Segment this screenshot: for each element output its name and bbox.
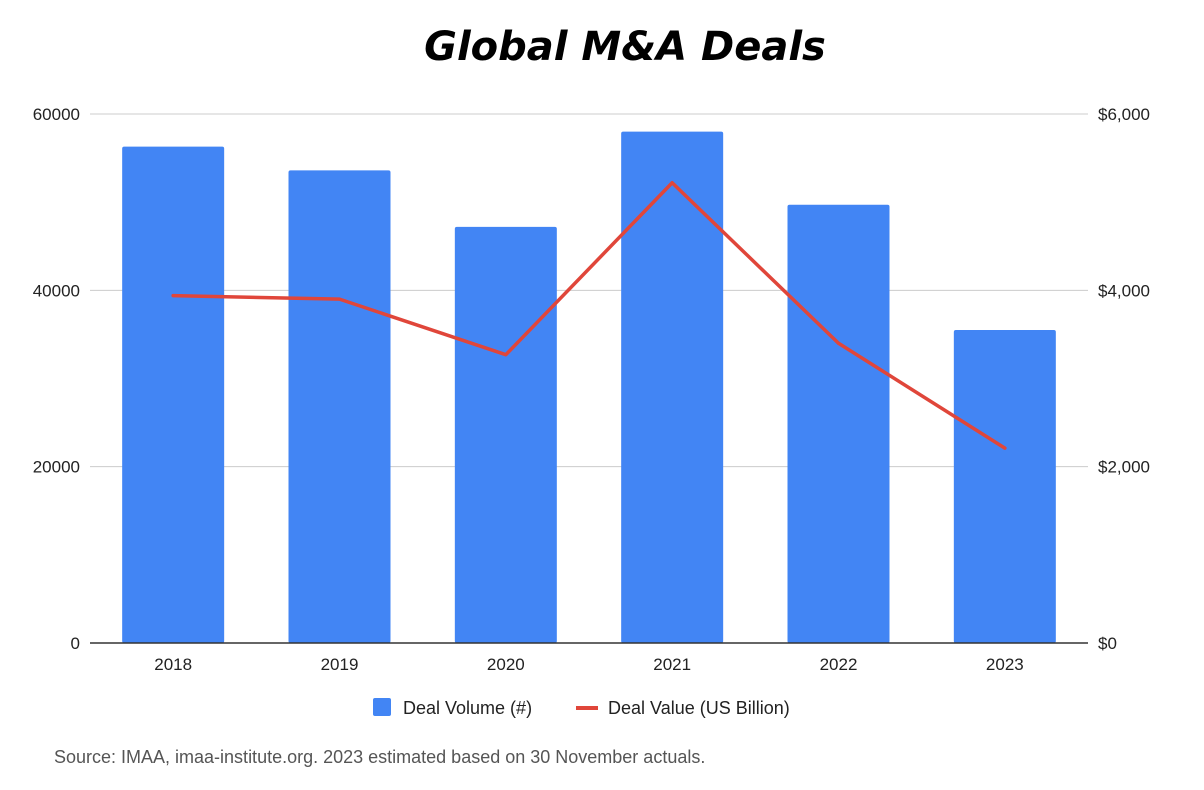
- deal-value-point-2019: [338, 297, 341, 301]
- bar-2021: [621, 131, 724, 643]
- bar-2018: [122, 146, 225, 643]
- bar-2022: [787, 204, 890, 644]
- y-right-tick-label: $4,000: [1098, 281, 1150, 300]
- x-tick-label: 2023: [986, 655, 1024, 674]
- legend-label-volume: Deal Volume (#): [403, 698, 532, 718]
- x-axis-ticks: 2018 2019 2020 2021 2022 2023: [154, 655, 1023, 674]
- left-axis-ticks: 0 20000 40000 60000: [33, 105, 80, 653]
- chart-title: Global M&A Deals: [424, 24, 826, 70]
- source-note: Source: IMAA, imaa-institute.org. 2023 e…: [54, 747, 705, 767]
- y-left-tick-label: 60000: [33, 105, 80, 124]
- deal-value-line: [171, 181, 1007, 450]
- legend: Deal Volume (#) Deal Value (US Billion): [373, 698, 790, 718]
- legend-label-value: Deal Value (US Billion): [608, 698, 790, 718]
- y-left-tick-label: 40000: [33, 281, 80, 300]
- y-left-tick-label: 20000: [33, 458, 80, 477]
- x-tick-label: 2021: [653, 655, 691, 674]
- deal-value-point-2021: [670, 181, 674, 185]
- y-left-tick-label: 0: [71, 634, 80, 653]
- bar-series: [122, 131, 1056, 644]
- legend-swatch-volume: [373, 698, 391, 716]
- deal-value-point-2023: [1003, 446, 1007, 450]
- deal-value-point-2018: [171, 294, 175, 298]
- x-tick-label: 2020: [487, 655, 525, 674]
- x-tick-label: 2022: [820, 655, 858, 674]
- right-axis-ticks: $0 $2,000 $4,000 $6,000: [1098, 105, 1150, 653]
- bar-2020: [454, 226, 557, 643]
- x-tick-label: 2019: [321, 655, 359, 674]
- bar-2019: [288, 170, 391, 643]
- line-series: [171, 181, 1007, 450]
- bar-2023: [953, 330, 1056, 643]
- deal-value-point-2022: [837, 341, 840, 345]
- y-right-tick-label: $0: [1098, 634, 1117, 653]
- y-right-tick-label: $2,000: [1098, 458, 1150, 477]
- y-right-tick-label: $6,000: [1098, 105, 1150, 124]
- deal-value-point-2020: [504, 353, 508, 357]
- x-tick-label: 2018: [154, 655, 192, 674]
- gridlines: [90, 113, 1088, 468]
